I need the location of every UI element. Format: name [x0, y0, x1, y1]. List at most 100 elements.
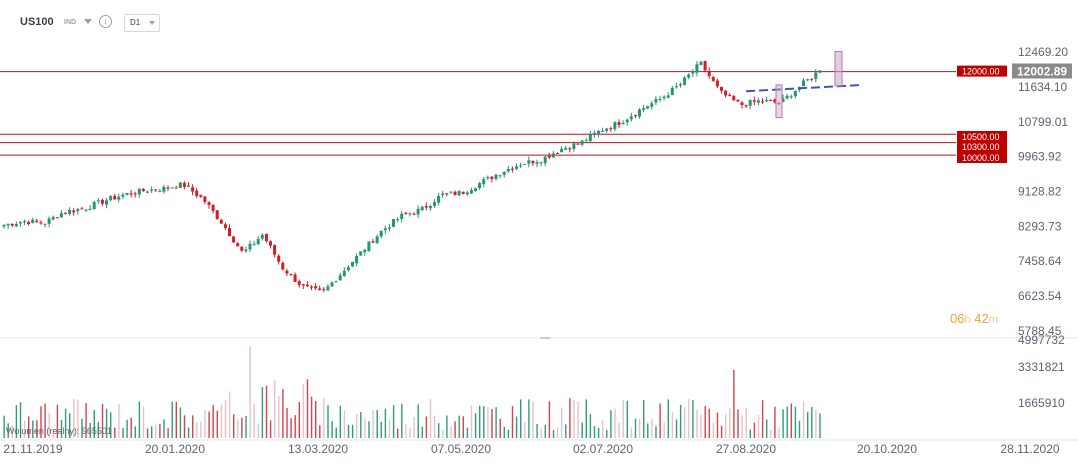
candle-body [740, 102, 744, 105]
volume-bar [811, 406, 813, 438]
candle-body [687, 74, 691, 78]
volume-bar [528, 399, 530, 438]
candle-body [219, 219, 223, 224]
volume-bar [130, 417, 132, 438]
volume-bar [544, 424, 546, 438]
candle-body [301, 284, 305, 286]
volume-bar [64, 408, 67, 438]
candle-body [125, 193, 129, 195]
volume-bar [778, 427, 780, 438]
candle-body [535, 162, 539, 164]
candle-body [133, 193, 137, 195]
candle-body [756, 100, 760, 103]
x-axis-label: 07.05.2020 [431, 442, 491, 456]
candle-body [802, 80, 805, 87]
volume-bar [40, 406, 42, 438]
volume-bar [200, 421, 202, 438]
volume-bar [253, 404, 255, 438]
timeframe-select[interactable]: D1 [124, 14, 160, 32]
volume-bar [356, 413, 358, 438]
candle-body [629, 116, 633, 120]
volume-bar [720, 425, 723, 438]
candle-body [715, 80, 719, 87]
candle-body [810, 78, 814, 80]
volume-bar [163, 419, 165, 438]
candle-body [560, 148, 564, 153]
candle-body [59, 213, 63, 218]
candle-body [240, 246, 244, 251]
volume-bar [278, 396, 280, 438]
volume-bar [368, 421, 370, 438]
candle-body [248, 243, 252, 250]
candle-body [531, 160, 535, 164]
volume-bar [585, 399, 587, 438]
volume-bar [741, 415, 743, 438]
candle-body [39, 222, 43, 224]
candle-body [465, 192, 469, 195]
volume-bar [339, 405, 341, 438]
candle-body [556, 152, 559, 154]
volume-bar [134, 426, 136, 438]
volume-bar [470, 405, 473, 438]
symbol-dropdown-icon[interactable] [84, 19, 92, 24]
volume-bar [770, 429, 772, 438]
current-price-box [1012, 63, 1072, 79]
candle-body [314, 286, 318, 289]
volume-bar [212, 405, 214, 438]
candle-body [35, 220, 39, 222]
timeframe-value: D1 [130, 18, 141, 27]
volume-bar [175, 401, 177, 438]
candle-body [646, 106, 650, 109]
volume-bar [442, 429, 444, 438]
level-label: 10500.00 [962, 132, 1000, 142]
volume-bar [171, 401, 173, 438]
volume-bar [138, 401, 141, 438]
info-icon[interactable]: i [99, 15, 112, 28]
candle-body [113, 196, 117, 200]
candle-body [621, 122, 625, 125]
volume-bar [671, 412, 674, 438]
candle-body [396, 219, 400, 221]
volume-bar [802, 401, 805, 438]
price-tick-label: 12469.20 [1018, 45, 1068, 59]
volume-bar [532, 401, 534, 438]
trend-line [746, 83, 863, 93]
candle-body [236, 243, 240, 247]
candle-body [699, 61, 703, 66]
candle-body [736, 99, 740, 102]
volume-bar [101, 403, 104, 438]
candle-body [711, 77, 715, 81]
volume-bar [573, 399, 575, 438]
volume-bar [69, 413, 71, 438]
candle-body [166, 187, 170, 189]
candle-body [785, 95, 789, 99]
candle-body [720, 86, 723, 91]
volume-bar [335, 427, 337, 438]
volume-bar [819, 413, 821, 438]
candle-body [683, 77, 687, 85]
symbol-name[interactable]: US100 [20, 16, 54, 28]
volume-bar [405, 424, 407, 438]
volume-bar [417, 404, 419, 438]
candle-body [404, 212, 408, 214]
volume-bar [429, 399, 432, 438]
pattern-box [775, 84, 783, 119]
volume-bar [606, 429, 608, 438]
volume-bar [310, 396, 313, 438]
volume-bar [565, 424, 567, 438]
candle-body [777, 103, 781, 105]
volume-bar [774, 406, 776, 438]
volume-bar [85, 403, 87, 438]
candle-body [351, 261, 354, 267]
volume-bar [737, 409, 739, 438]
volume-bar [507, 429, 510, 438]
volume-bar [216, 410, 218, 438]
volume-bar [7, 423, 9, 438]
volume-bar [265, 385, 268, 438]
candle-body [445, 193, 449, 195]
candle-body [68, 209, 72, 214]
volume-bar [433, 415, 436, 438]
x-axis-label: 20.10.2020 [857, 442, 917, 456]
price-tick-label: 7458.64 [1018, 254, 1062, 268]
